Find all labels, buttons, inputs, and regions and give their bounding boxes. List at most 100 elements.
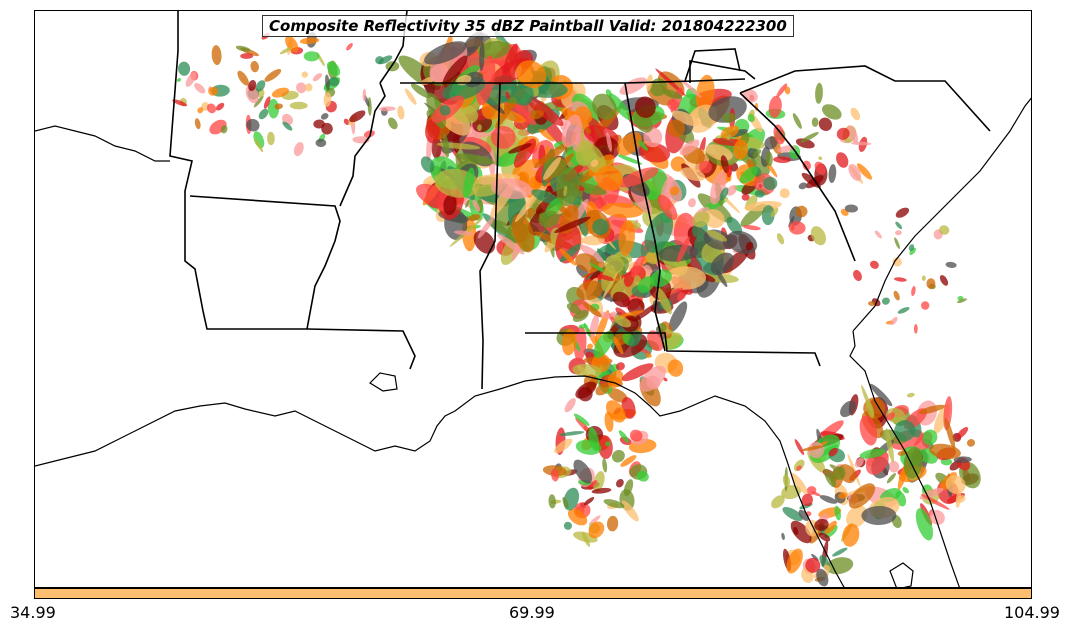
paintball-blob [818,156,823,160]
paintball-blob [894,277,907,282]
paintball-blob [282,121,293,131]
paintball-blob [621,363,654,382]
paintball-blob [902,487,910,494]
paintball-blob [819,495,838,504]
paintball-blob [566,303,581,315]
paintball-blob [349,110,366,123]
paintball-blob [576,280,604,301]
paintball-blob [575,381,597,399]
paintball-blob [720,155,730,174]
paintball-blob [235,45,251,52]
paintball-blob [667,119,686,138]
colorbar [34,588,1032,599]
paintball-blob [793,459,805,472]
paintball-blob [680,78,702,98]
paintball-blob [240,53,254,59]
paintball-blob [490,125,516,149]
paintball-blob [215,102,225,111]
paintball-blob [662,89,683,100]
paintball-blob [619,77,647,95]
paintball-blob [856,163,873,180]
paintball-blob [507,96,518,105]
paintball-blob [479,41,485,72]
paintball-blob [559,431,585,436]
paintball-blob [664,266,707,290]
paintball-blob [439,104,451,116]
paintball-blob [255,80,266,92]
paintball-blob [676,236,690,263]
paintball-blob [890,316,898,326]
paintball-blob [953,456,972,464]
paintball-blob [554,438,573,454]
paintball-blob [699,160,712,174]
paintball-blob [726,134,731,141]
paintball-blob [617,132,642,156]
paintball-blob [564,398,576,413]
paintball-blob [847,125,859,143]
paintball-blob [888,460,900,473]
paintball-blob [220,125,228,134]
paintball-blob [615,478,624,488]
paintball-blob [818,117,833,131]
paintball-blob [720,125,740,139]
paintball-blob [770,207,779,218]
paintball-blob [765,151,773,167]
paintball-blob [362,88,367,102]
paintball-blob [911,286,916,297]
paintball-blob [211,45,222,66]
paintball-blob [253,131,265,149]
paintball-blob [343,118,350,125]
paintball-blob [590,479,598,487]
paintball-blob [582,532,591,547]
paintball-blob [892,257,902,267]
paintball-blob [861,384,874,416]
paintball-blob [320,113,329,120]
paintball-blob [524,208,535,219]
paintball-blob [768,95,782,119]
paintball-blob [178,61,191,76]
paintball-blob [397,105,405,120]
paintball-blob [601,202,644,218]
paintball-blob [584,497,595,506]
paintball-blob [325,74,330,90]
paintball-blob [463,167,475,199]
paintball-blob [597,248,608,263]
paintball-blob [733,139,749,160]
paintball-blob [606,400,626,423]
paintball-blob [680,167,706,181]
paintball-blob [721,112,736,124]
paintball-blob [816,568,829,587]
paintball-blob [266,131,275,146]
paintball-blob [271,87,290,98]
paintball-blob [305,83,313,92]
paintball-blob [638,140,649,151]
paintball-blob [323,92,332,107]
paintball-blob [516,60,547,89]
paintball-blob [248,79,257,92]
paintball-blob [589,313,599,339]
paintball-blob [669,186,680,196]
paintball-blob [443,194,457,216]
paintball-blob [695,74,715,113]
paintball-blob [539,128,555,142]
paintball-blob [264,69,282,82]
paintball-blob [593,330,614,358]
paintball-blob [609,311,617,318]
paintball-blob [945,475,966,494]
paintball-blob [279,46,292,55]
paintball-blob [194,118,201,130]
paintball-blob [420,156,435,173]
paintball-blob [293,142,304,157]
paintball-blob [379,106,396,112]
paintball-blob [811,491,821,497]
paintball-blob [618,430,630,443]
paintball-blob [802,160,811,171]
paintball-blob [606,132,612,152]
paintball-blob [321,122,333,135]
paintball-blob [425,118,440,144]
paintball-blob [706,229,727,242]
paintball-blob [472,199,481,212]
paintball-blob [850,107,861,121]
paintball-blob [944,418,956,449]
paintball-blob [886,412,895,421]
